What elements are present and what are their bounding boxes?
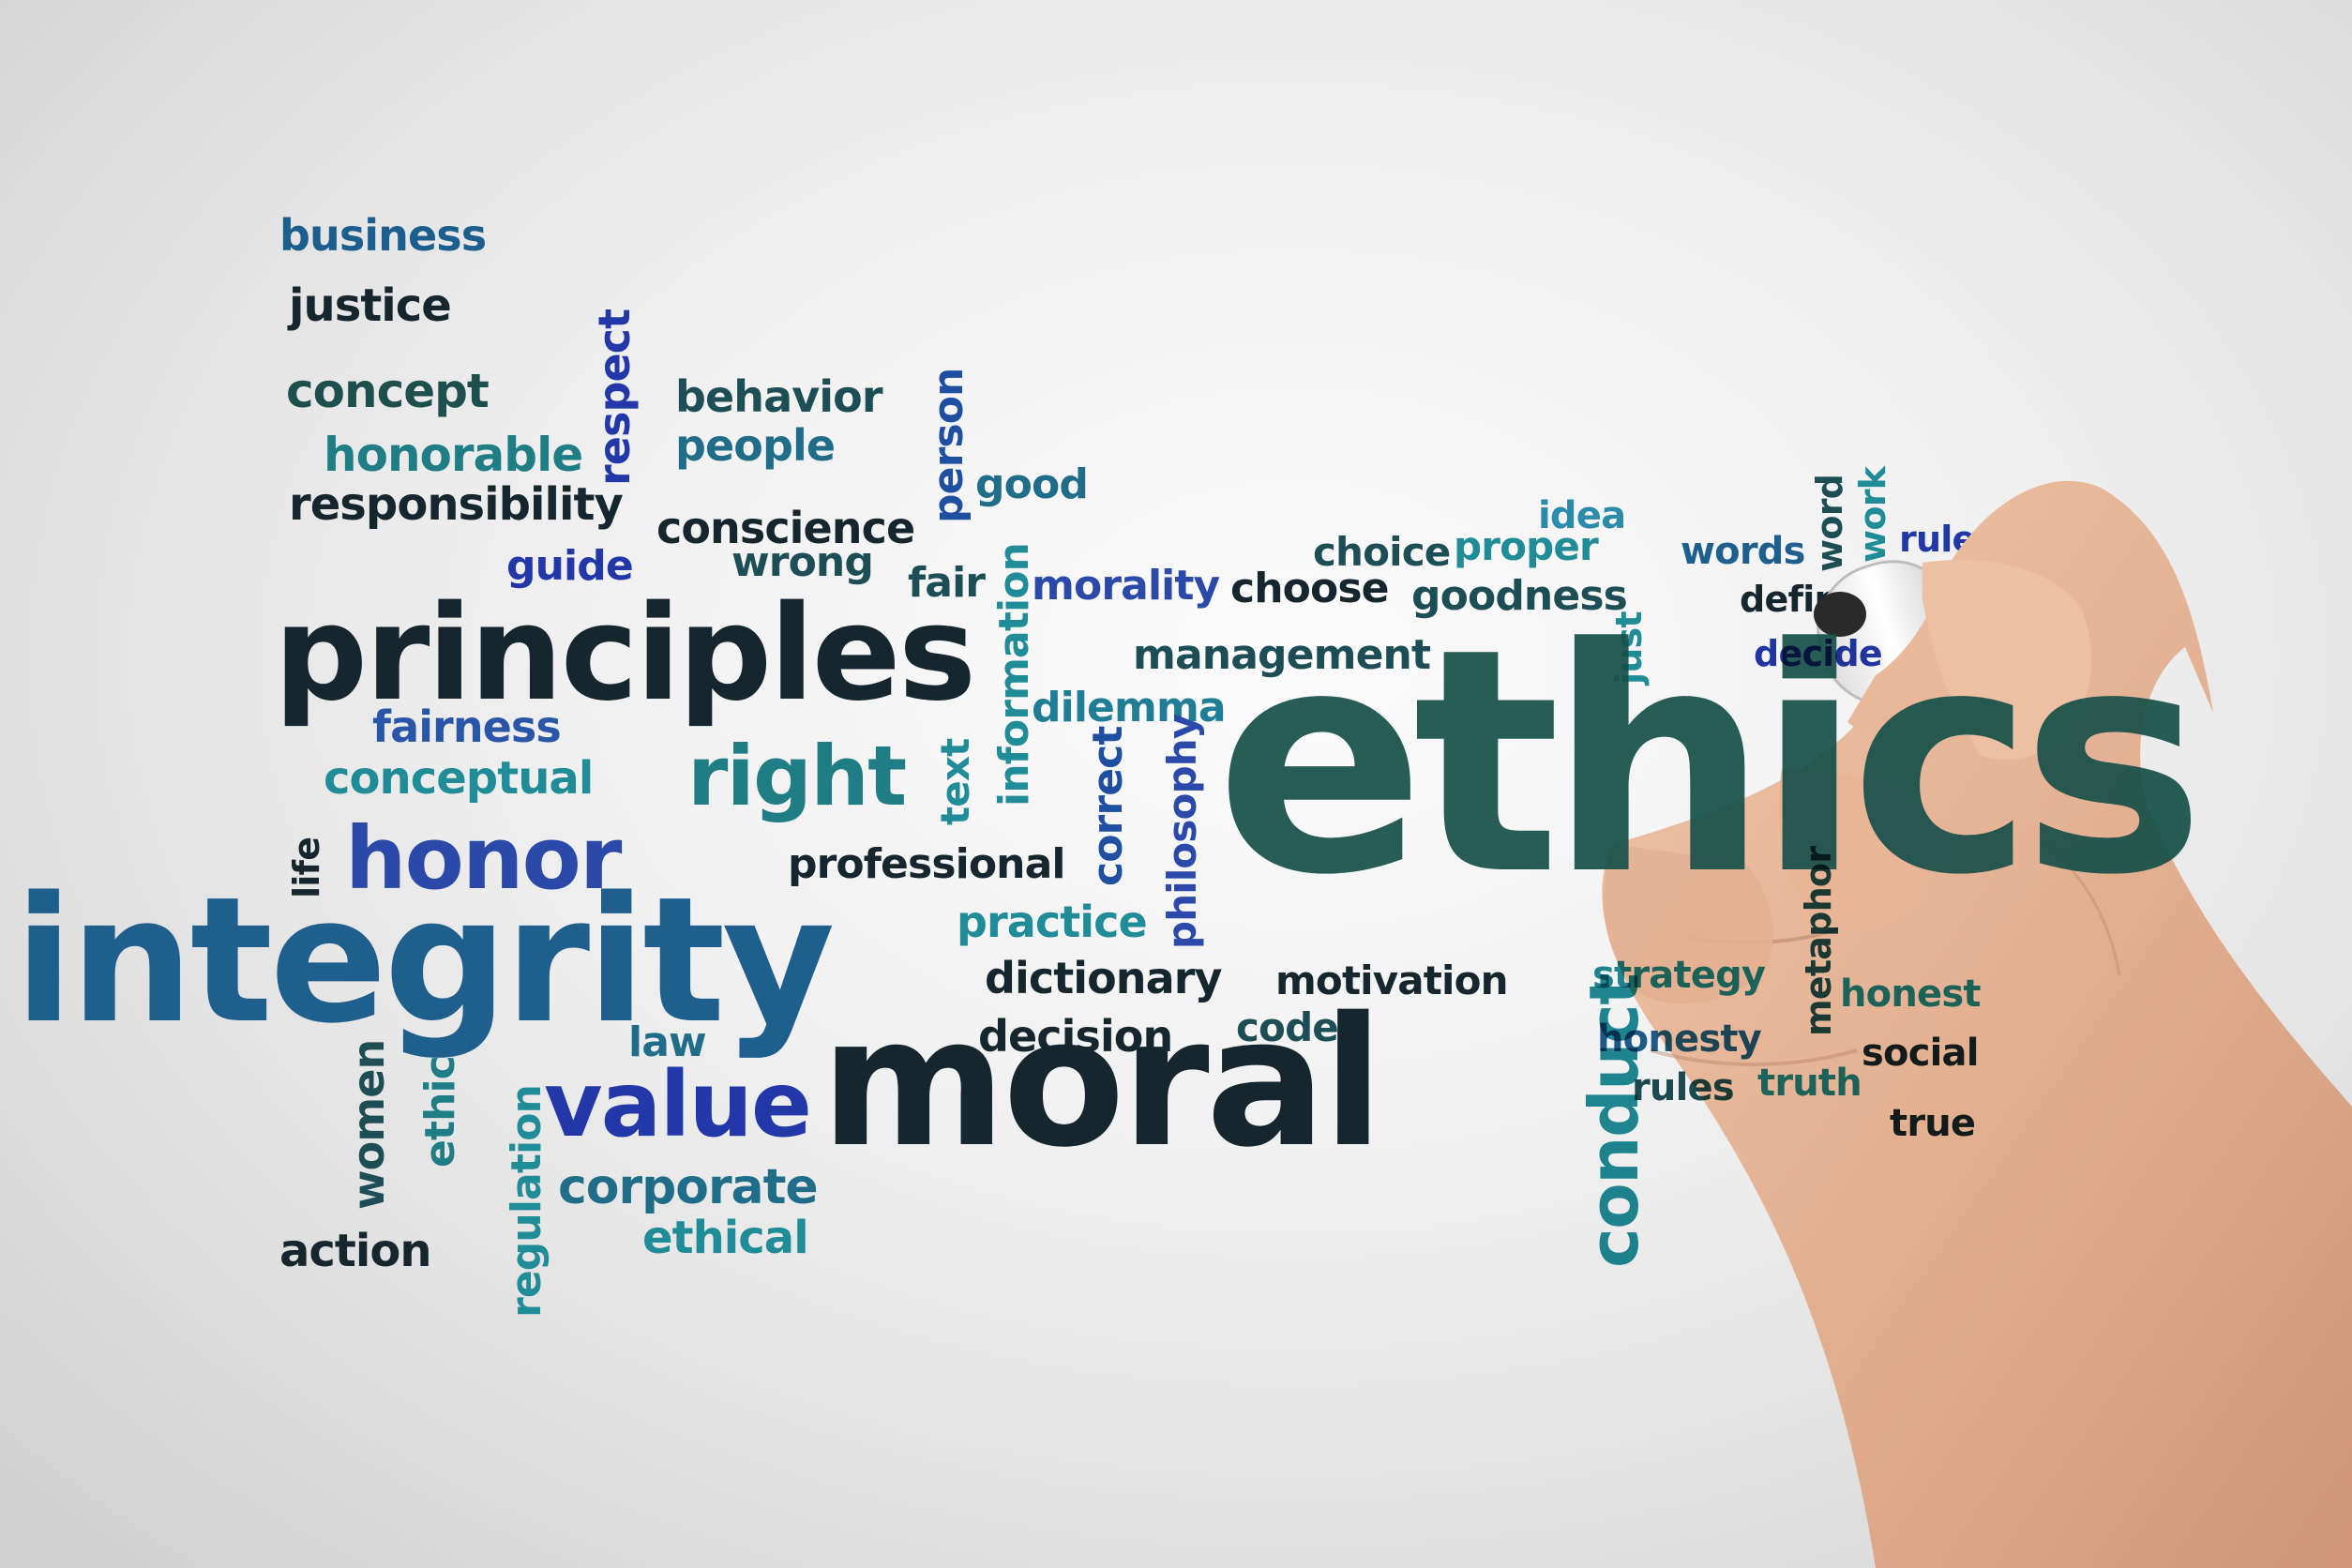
- word-corporate: corporate: [558, 1159, 819, 1215]
- word-honor: honor: [345, 808, 622, 909]
- word-strategy: strategy: [1592, 954, 1766, 997]
- word-motivation: motivation: [1275, 957, 1508, 1003]
- word-management: management: [1133, 631, 1431, 679]
- word-dictionary: dictionary: [985, 953, 1223, 1003]
- palm-shape: [1602, 480, 2352, 1568]
- word-morality: morality: [1032, 562, 1220, 610]
- word-choose: choose: [1230, 565, 1390, 612]
- word-ethics: ethics: [1215, 582, 2206, 942]
- word-justice: justice: [289, 279, 452, 332]
- word-value: value: [544, 1052, 812, 1157]
- word-honorable: honorable: [324, 428, 583, 482]
- word-words: words: [1681, 530, 1805, 573]
- word-social: social: [1862, 1032, 1979, 1075]
- word-conceptual: conceptual: [324, 752, 594, 805]
- word-proper: proper: [1454, 523, 1599, 569]
- word-truth: truth: [1757, 1062, 1862, 1105]
- word-decide: decide: [1754, 633, 1883, 674]
- word-honesty: honesty: [1597, 1018, 1762, 1061]
- word-concept: concept: [286, 364, 490, 418]
- word-business: business: [279, 210, 487, 261]
- word-idea: idea: [1538, 494, 1626, 537]
- word-dilemma: dilemma: [1032, 684, 1227, 731]
- word-conscience: conscience: [656, 503, 915, 553]
- word-good: good: [975, 460, 1089, 508]
- word-people: people: [675, 420, 836, 471]
- word-integrity: integrity: [14, 859, 836, 1062]
- word-decision: decision: [978, 1011, 1173, 1062]
- word-principles: principles: [274, 578, 976, 731]
- word-goodness: goodness: [1411, 572, 1628, 620]
- word-professional: professional: [788, 840, 1066, 888]
- word-responsibility: responsibility: [289, 478, 624, 531]
- word-fairness: fairness: [372, 701, 562, 752]
- word-ethical: ethical: [642, 1212, 809, 1264]
- word-honest: honest: [1840, 972, 1982, 1016]
- word-rules: rules: [1632, 1066, 1735, 1109]
- word-moral: moral: [821, 979, 1383, 1186]
- word-wrong: wrong: [731, 538, 874, 586]
- word-behavior: behavior: [675, 371, 883, 422]
- finger-shape: [1922, 560, 2092, 760]
- word-practice: practice: [957, 897, 1148, 947]
- word-choice: choice: [1313, 529, 1451, 575]
- word-right: right: [687, 728, 907, 824]
- word-action: action: [279, 1225, 432, 1277]
- word-law: law: [628, 1018, 707, 1066]
- word-metaphor: metaphor: [1798, 846, 1839, 1036]
- word-true: true: [1890, 1102, 1976, 1145]
- word-code: code: [1236, 1004, 1339, 1050]
- word-fair: fair: [908, 559, 986, 607]
- word-guide: guide: [506, 542, 634, 590]
